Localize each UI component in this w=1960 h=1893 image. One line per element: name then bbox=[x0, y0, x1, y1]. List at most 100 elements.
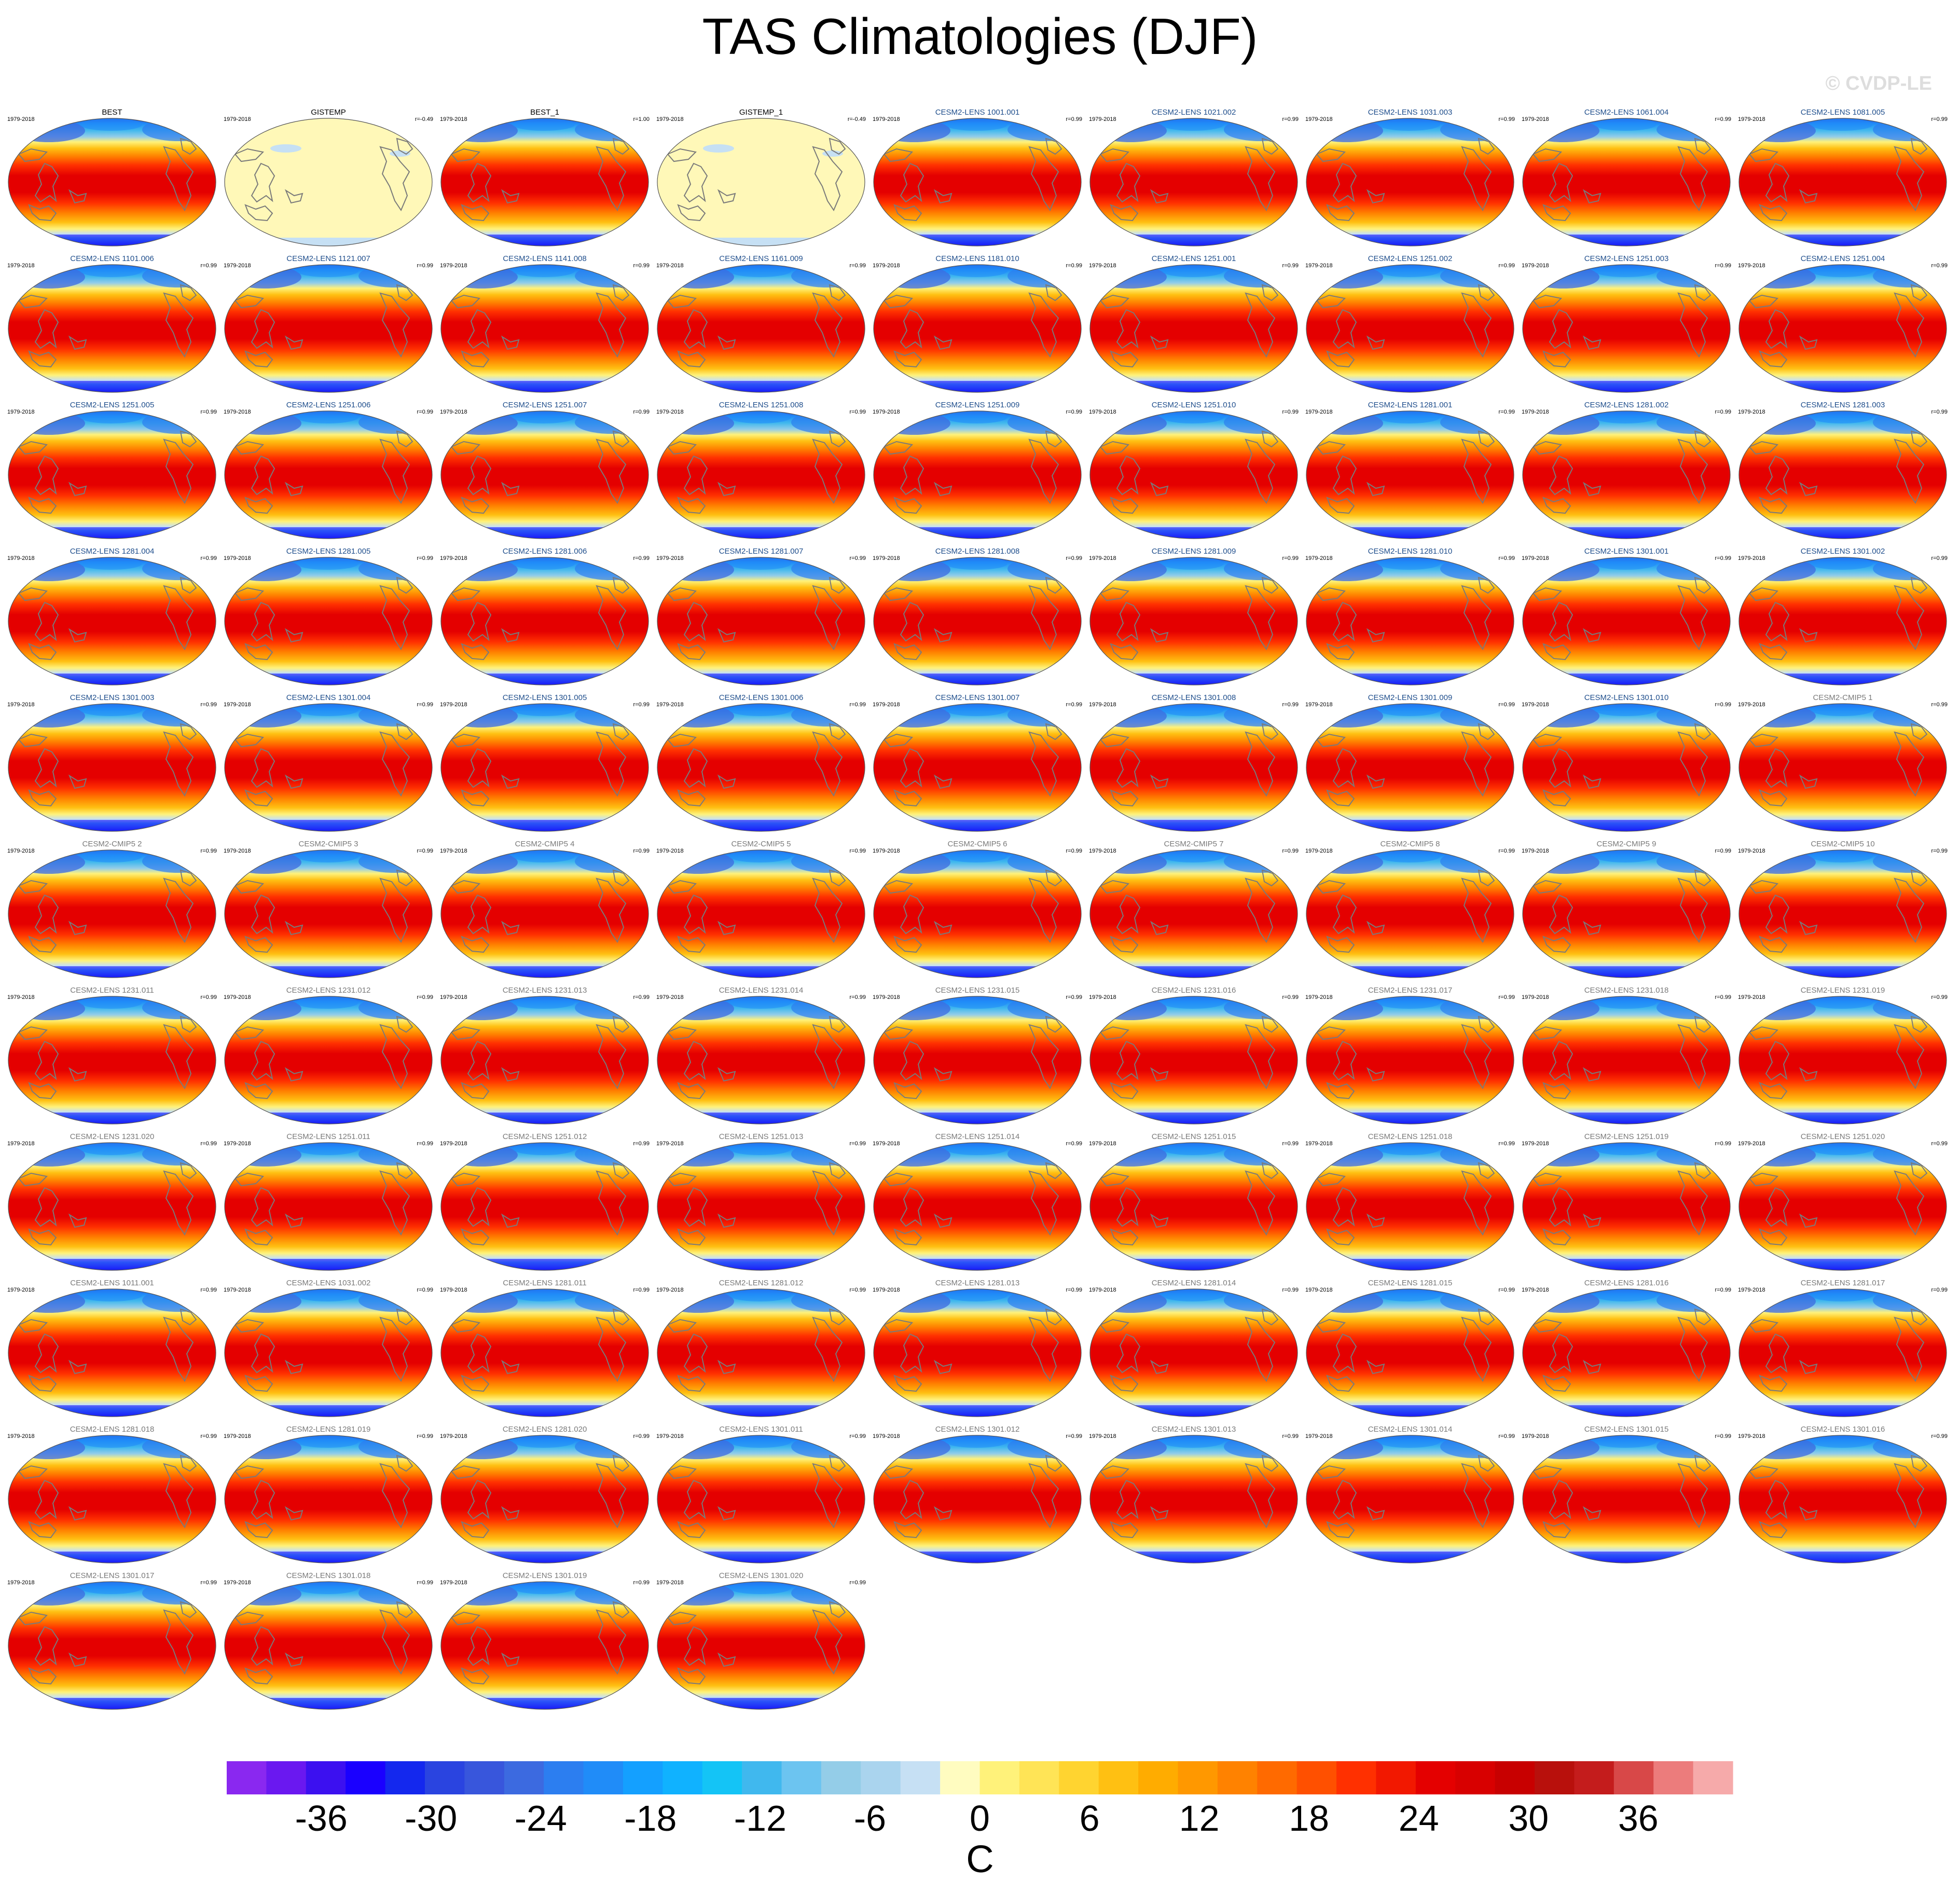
globe-map bbox=[1089, 849, 1298, 978]
panel-pattern-correlation: r=0.99 bbox=[1715, 1433, 1732, 1439]
panel-period: 1979-2018 bbox=[656, 702, 684, 708]
map-panel: CESM2-CMIP5 1 1979-2018 r=0.99 bbox=[1735, 690, 1951, 835]
panel-title: CESM2-LENS 1281.010 bbox=[1368, 547, 1453, 556]
panel-title: CESM2-LENS 1301.013 bbox=[1151, 1425, 1236, 1434]
globe-map bbox=[873, 410, 1082, 539]
map-panel: CESM2-CMIP5 9 1979-2018 r=0.99 bbox=[1519, 836, 1734, 982]
panel-pattern-correlation: r=0.99 bbox=[417, 1580, 434, 1586]
panel-title: CESM2-LENS 1231.012 bbox=[286, 986, 371, 995]
panel-title: CESM2-LENS 1061.004 bbox=[1584, 108, 1669, 117]
map-panel: CESM2-LENS 1231.016 1979-2018 r=0.99 bbox=[1086, 983, 1302, 1128]
panel-period: 1979-2018 bbox=[873, 116, 900, 122]
colorbar-tick-label: -24 bbox=[515, 1798, 567, 1839]
panel-title: CESM2-LENS 1231.011 bbox=[70, 986, 154, 995]
globe-map bbox=[1089, 557, 1298, 685]
panel-period: 1979-2018 bbox=[656, 116, 684, 122]
panel-pattern-correlation: r=0.99 bbox=[1498, 555, 1515, 561]
panel-title: CESM2-LENS 1301.019 bbox=[502, 1571, 587, 1580]
panel-period: 1979-2018 bbox=[1738, 994, 1765, 1000]
panel-period: 1979-2018 bbox=[224, 1141, 251, 1147]
panel-period: 1979-2018 bbox=[1738, 263, 1765, 269]
panel-pattern-correlation: r=0.99 bbox=[1715, 409, 1732, 415]
panel-period: 1979-2018 bbox=[224, 555, 251, 561]
colorbar-tick-label: 24 bbox=[1399, 1798, 1439, 1839]
globe-map bbox=[1738, 996, 1947, 1124]
panel-title: CESM2-LENS 1281.004 bbox=[70, 547, 155, 556]
panel-title: CESM2-CMIP5 3 bbox=[298, 840, 358, 848]
panel-pattern-correlation: r=0.99 bbox=[1498, 1141, 1515, 1147]
map-panel: CESM2-LENS 1101.006 1979-2018 r=0.99 bbox=[4, 251, 220, 396]
colorbar-box bbox=[861, 1761, 901, 1794]
panel-title: CESM2-LENS 1231.018 bbox=[1584, 986, 1669, 995]
panel-title: CESM2-LENS 1251.020 bbox=[1800, 1132, 1885, 1141]
map-panel: CESM2-LENS 1251.005 1979-2018 r=0.99 bbox=[4, 397, 220, 543]
panel-pattern-correlation: r=0.99 bbox=[200, 1433, 217, 1439]
colorbar-boxes bbox=[227, 1761, 1733, 1794]
panel-title: CESM2-LENS 1301.014 bbox=[1368, 1425, 1453, 1434]
map-panel: CESM2-LENS 1281.012 1979-2018 r=0.99 bbox=[653, 1275, 869, 1421]
panel-title: CESM2-LENS 1281.019 bbox=[286, 1425, 371, 1434]
panel-pattern-correlation: r=0.99 bbox=[633, 1433, 650, 1439]
colorbar-box bbox=[662, 1761, 703, 1794]
map-panel: CESM2-LENS 1231.011 1979-2018 r=0.99 bbox=[4, 983, 220, 1128]
colorbar-box bbox=[781, 1761, 822, 1794]
panel-title: CESM2-LENS 1251.007 bbox=[502, 401, 587, 409]
panel-title: CESM2-CMIP5 6 bbox=[947, 840, 1007, 848]
map-panel: CESM2-LENS 1301.014 1979-2018 r=0.99 bbox=[1302, 1422, 1518, 1567]
panel-period: 1979-2018 bbox=[440, 555, 467, 561]
map-panel: CESM2-LENS 1011.001 1979-2018 r=0.99 bbox=[4, 1275, 220, 1421]
panel-title: CESM2-LENS 1301.002 bbox=[1800, 547, 1885, 556]
panel-period: 1979-2018 bbox=[440, 1287, 467, 1293]
panel-period: 1979-2018 bbox=[1522, 702, 1549, 708]
panel-pattern-correlation: r=0.99 bbox=[1715, 848, 1732, 854]
panel-pattern-correlation: r=0.99 bbox=[1931, 702, 1948, 708]
panel-pattern-correlation: r=0.99 bbox=[1282, 1433, 1299, 1439]
panel-pattern-correlation: r=0.99 bbox=[849, 1287, 866, 1293]
globe-map bbox=[1738, 410, 1947, 539]
panel-pattern-correlation: r=0.99 bbox=[849, 848, 866, 854]
panel-pattern-correlation: r=0.99 bbox=[849, 994, 866, 1000]
panel-period: 1979-2018 bbox=[224, 848, 251, 854]
map-panel: CESM2-LENS 1281.011 1979-2018 r=0.99 bbox=[437, 1275, 653, 1421]
globe-map bbox=[873, 1435, 1082, 1563]
map-panel-grid: BEST 1979-2018 GISTEMP 1979-2018 r=-0.49 BEST… bbox=[4, 105, 1951, 1710]
colorbar-box bbox=[544, 1761, 584, 1794]
map-panel: CESM2-LENS 1301.010 1979-2018 r=0.99 bbox=[1519, 690, 1734, 835]
globe-map bbox=[440, 1435, 649, 1563]
panel-period: 1979-2018 bbox=[1305, 1433, 1333, 1439]
colorbar-box bbox=[1455, 1761, 1496, 1794]
panel-period: 1979-2018 bbox=[440, 263, 467, 269]
panel-period: 1979-2018 bbox=[1089, 1433, 1116, 1439]
colorbar-box bbox=[1138, 1761, 1179, 1794]
map-panel: CESM2-LENS 1121.007 1979-2018 r=0.99 bbox=[220, 251, 436, 396]
globe-map bbox=[1522, 1142, 1731, 1271]
map-panel: CESM2-LENS 1301.005 1979-2018 r=0.99 bbox=[437, 690, 653, 835]
panel-period: 1979-2018 bbox=[7, 409, 35, 415]
map-panel: CESM2-CMIP5 4 1979-2018 r=0.99 bbox=[437, 836, 653, 982]
panel-pattern-correlation: r=0.99 bbox=[849, 409, 866, 415]
panel-pattern-correlation: r=0.99 bbox=[849, 263, 866, 269]
panel-pattern-correlation: r=0.99 bbox=[633, 1141, 650, 1147]
panel-period: 1979-2018 bbox=[7, 555, 35, 561]
map-panel: CESM2-LENS 1031.003 1979-2018 r=0.99 bbox=[1302, 105, 1518, 250]
globe-map bbox=[1089, 410, 1298, 539]
panel-title: CESM2-CMIP5 8 bbox=[1380, 840, 1440, 848]
panel-period: 1979-2018 bbox=[1738, 555, 1765, 561]
globe-map bbox=[1306, 557, 1514, 685]
panel-period: 1979-2018 bbox=[7, 1141, 35, 1147]
colorbar-box bbox=[940, 1761, 981, 1794]
colorbar-tick-label: -36 bbox=[295, 1798, 348, 1839]
panel-title: CESM2-LENS 1251.002 bbox=[1368, 254, 1453, 263]
panel-title: CESM2-CMIP5 10 bbox=[1811, 840, 1875, 848]
panel-pattern-correlation: r=0.99 bbox=[1498, 848, 1515, 854]
panel-title: CESM2-LENS 1301.015 bbox=[1584, 1425, 1669, 1434]
panel-period: 1979-2018 bbox=[656, 1433, 684, 1439]
map-panel: CESM2-LENS 1281.015 1979-2018 r=0.99 bbox=[1302, 1275, 1518, 1421]
panel-period: 1979-2018 bbox=[440, 116, 467, 122]
globe-map bbox=[873, 849, 1082, 978]
globe-map bbox=[1089, 1288, 1298, 1417]
panel-title: CESM2-LENS 1231.015 bbox=[935, 986, 1020, 995]
panel-title: CESM2-LENS 1301.017 bbox=[70, 1571, 155, 1580]
panel-pattern-correlation: r=0.99 bbox=[1282, 1141, 1299, 1147]
map-panel: CESM2-LENS 1181.010 1979-2018 r=0.99 bbox=[869, 251, 1085, 396]
